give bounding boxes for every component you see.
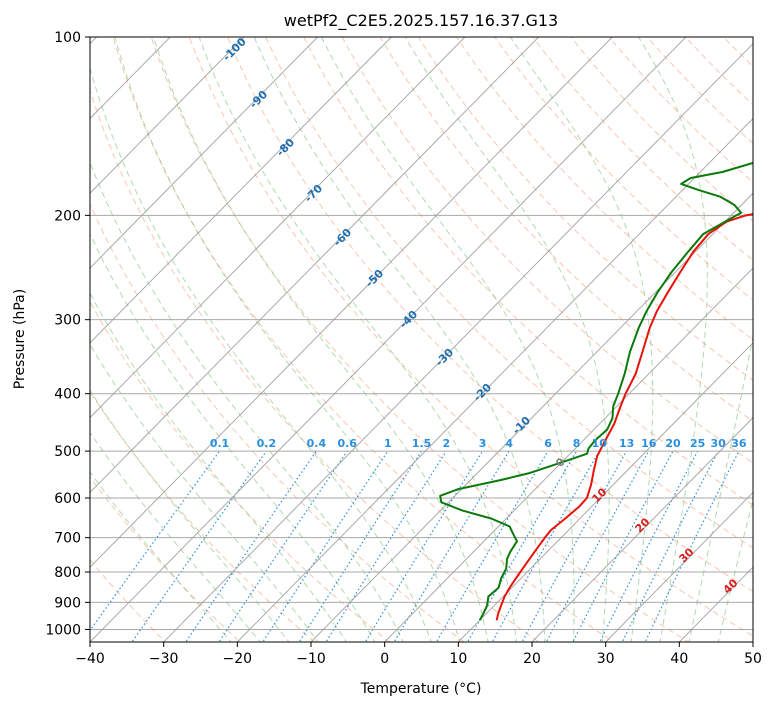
mixing-ratio-label: 1	[384, 437, 392, 450]
x-tick-label: 10	[449, 651, 467, 667]
dry-adiabat-line	[90, 476, 241, 642]
mixing-ratio-line	[435, 450, 549, 642]
isotherm-gridline	[90, 37, 245, 194]
mixing-ratio-line	[262, 450, 389, 642]
grid-lines	[90, 37, 753, 642]
dry-adiabat-line	[188, 37, 753, 637]
dry-adiabat-line	[150, 37, 689, 642]
y-tick-label: 800	[54, 565, 81, 581]
x-tick-label: 20	[523, 651, 541, 667]
isotherm-gridline	[457, 342, 753, 642]
mixing-ratio-label: 8	[573, 437, 581, 450]
y-axis-title: Pressure (hPa)	[12, 289, 28, 389]
mixing-ratio-label: 10	[592, 437, 608, 450]
moist-adiabat-line	[90, 232, 376, 642]
isotherm-gridline	[531, 416, 753, 642]
mixing-ratio-line	[599, 450, 699, 642]
mixing-ratio-line	[325, 450, 447, 642]
mixing-ratio-label: 0.2	[257, 437, 277, 450]
y-tick-label: 900	[54, 595, 81, 611]
mixing-ratio-label: 20	[665, 437, 681, 450]
x-tick-label: −20	[223, 651, 253, 667]
dry-adiabat-line	[455, 37, 753, 341]
dry-adiabat-line	[379, 37, 753, 422]
mixing-ratio-label: 16	[641, 437, 657, 450]
isotherm-gridline	[163, 42, 753, 642]
x-tick-label: −30	[149, 651, 179, 667]
dry-adiabat-line	[608, 37, 753, 183]
y-tick-label: 300	[54, 313, 81, 329]
x-tick-label: 50	[744, 651, 762, 667]
x-tick-label: 40	[670, 651, 688, 667]
x-tick-label: 30	[597, 651, 615, 667]
dry-adiabat-line	[532, 37, 753, 261]
mixing-ratio-lines	[90, 450, 740, 642]
x-axis-title: Temperature (°C)	[360, 681, 482, 697]
isotherm-gridline	[90, 37, 466, 419]
mixing-ratio-label: 36	[731, 437, 747, 450]
moist-adiabat-line	[90, 471, 232, 642]
y-tick-label: 500	[54, 444, 81, 460]
isotherm-gridline	[90, 37, 613, 568]
mixing-ratio-line	[298, 450, 423, 642]
dry-adiabat-line	[265, 37, 753, 549]
isotherm-gridline	[90, 37, 539, 494]
plot-frame	[89, 36, 754, 643]
temperature-profile-line	[495, 213, 753, 621]
dry-adiabat-line	[494, 37, 753, 301]
x-tick-label: 0	[380, 651, 389, 667]
dry-adiabat-line	[227, 37, 753, 593]
mixing-ratio-line	[90, 450, 221, 632]
y-tick-label: 100	[54, 30, 81, 46]
mixing-ratio-label: 6	[544, 437, 552, 450]
dry-adiabat-line	[90, 390, 315, 642]
mixing-ratio-label: 0.4	[307, 437, 327, 450]
isotherm-gridline	[90, 37, 392, 344]
isotherm-gridline	[90, 37, 318, 269]
mixing-ratio-label: 25	[690, 437, 705, 450]
y-tick-label: 400	[54, 387, 81, 403]
mixing-ratio-line	[572, 450, 674, 642]
mixing-ratio-label: 2	[443, 437, 451, 450]
y-tick-label: 1000	[45, 622, 81, 638]
mixing-ratio-label: 0.6	[337, 437, 357, 450]
isotherm-gridline	[384, 267, 753, 642]
dry-adiabat-line	[303, 37, 753, 506]
x-tick-label: −40	[75, 651, 105, 667]
isotherm-gridline	[605, 491, 753, 642]
y-tick-label: 600	[54, 491, 81, 507]
mixing-ratio-line	[131, 450, 267, 642]
mixing-ratio-line	[218, 450, 348, 642]
mixing-ratio-label: 3	[479, 437, 487, 450]
x-axis: −40 −30 −20 −10 0 10 20 30 40 50	[75, 642, 762, 667]
mixing-ratio-line	[545, 450, 650, 642]
y-tick-label: 200	[54, 208, 81, 224]
mixing-ratio-line	[364, 450, 484, 642]
dry-adiabat-line	[90, 88, 540, 642]
mixing-ratio-label: 0.1	[210, 437, 230, 450]
mixing-ratio-line	[185, 450, 317, 642]
y-tick-label: 700	[54, 531, 81, 547]
isotherm-gridline	[90, 37, 687, 642]
dry-adiabat-line	[112, 37, 614, 642]
isotherm-gridline	[310, 192, 753, 642]
mixing-ratio-label: 13	[619, 437, 634, 450]
mixing-ratio-label: 30	[711, 437, 727, 450]
chart-title: wetPf2_C2E5.2025.157.16.37.G13	[284, 11, 558, 31]
dry-adiabat-line	[90, 202, 465, 642]
y-axis: 1000 900 800 700 600 500 400 300 200 100	[45, 30, 90, 638]
mixing-ratio-label: 4	[505, 437, 513, 450]
mixing-ratio-label: 1.5	[412, 437, 432, 450]
dry-adiabat-line	[417, 37, 753, 381]
dewpoint-profile-line	[439, 161, 753, 621]
dry-adiabat-line	[341, 37, 753, 464]
dry-adiabat-line	[646, 37, 753, 145]
x-tick-label: −10	[296, 651, 326, 667]
dry-adiabats	[90, 37, 753, 642]
isotherm-gridline	[236, 117, 753, 642]
